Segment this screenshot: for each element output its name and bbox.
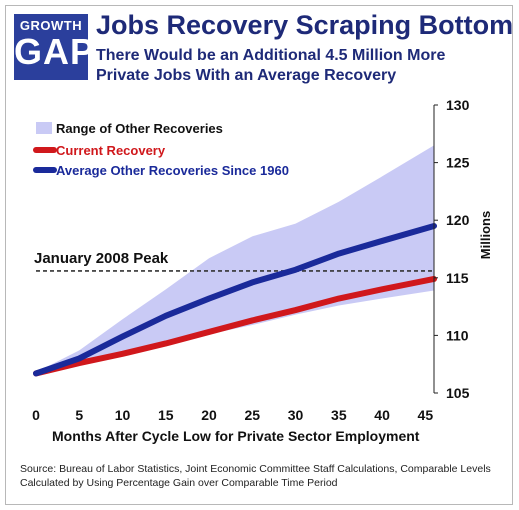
y-tick-label: 120 [446,212,470,228]
legend-label-range: Range of Other Recoveries [56,121,223,136]
growth-gap-logo: GROWTH GAP [14,14,96,80]
x-tick-label: 15 [158,407,174,423]
data-point [294,268,297,271]
data-point [208,297,210,300]
x-tick-label: 30 [288,407,304,423]
x-tick-label: 45 [418,407,434,423]
data-point [78,362,81,364]
data-point [251,281,254,284]
legend-swatch-range [36,122,52,134]
chart-title: Jobs Recovery Scraping Bottom [96,10,514,40]
x-axis-label: Months After Cycle Low for Private Secto… [52,428,420,444]
y-tick-label: 130 [446,97,470,113]
series-line-2 [33,222,437,377]
chart-subtitle: There Would be an Additional 4.5 Million… [96,47,446,84]
series-points-2 [35,225,435,375]
data-point [121,353,124,355]
logo-line1: GROWTH [19,18,83,33]
data-point [164,315,167,317]
data-point [35,372,37,375]
data-point [78,357,81,360]
range-band [36,145,434,376]
x-tick-label: 10 [115,407,131,423]
y-tick-label: 110 [446,327,469,343]
x-tick-label: 0 [32,407,40,423]
legend-label-current: Current Recovery [56,143,166,158]
data-point [338,252,340,255]
data-point [251,319,254,322]
data-point [121,335,124,338]
legend-label-average: Average Other Recoveries Since 1960 [56,163,289,178]
x-tick-label: 20 [201,407,217,423]
y-tick-label: 105 [446,385,470,401]
data-point [338,297,340,300]
x-tick-label: 40 [374,407,390,423]
data-point [164,342,167,345]
logo-line2: GAP [14,31,96,72]
y-tick-label: 115 [446,270,469,286]
source-note: Source: Bureau of Labor Statistics, Join… [20,463,491,489]
data-point [381,240,383,242]
x-tick-label: 25 [245,407,261,423]
data-point [208,331,210,333]
x-tick-label: 35 [331,407,347,423]
data-point [294,309,297,311]
y-axis-label: Millions [478,211,493,259]
data-point [381,288,383,291]
y-tick-label: 125 [446,155,470,171]
peak-label: January 2008 Peak [34,250,169,267]
x-tick-label: 5 [75,407,83,423]
series-line-1 [33,275,437,377]
